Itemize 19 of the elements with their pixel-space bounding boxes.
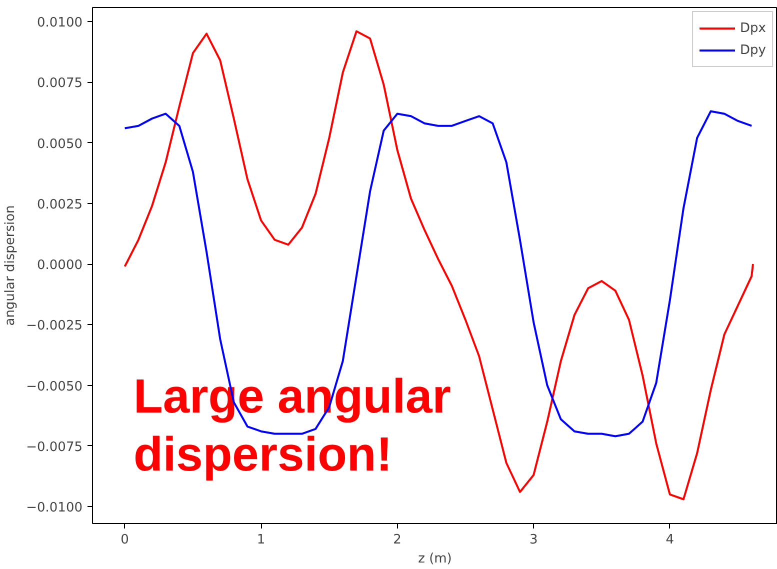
- y-tick-label: 0.0000: [37, 258, 83, 274]
- y-tick-label: 0.0075: [37, 76, 83, 92]
- y-tick-label: 0.0100: [37, 16, 83, 31]
- x-tick-label: 3: [529, 532, 538, 548]
- y-tick-label: −0.0025: [26, 318, 83, 334]
- y-tick-label: −0.0050: [26, 379, 83, 394]
- x-tick-label: 0: [120, 532, 129, 548]
- legend-label: Dpy: [740, 42, 766, 58]
- legend-label: Dpx: [740, 20, 766, 36]
- y-tick-label: −0.0075: [26, 440, 83, 455]
- line-series: [124, 110, 753, 438]
- y-axis-title: angular dispersion: [3, 205, 18, 326]
- x-tick-label: 2: [393, 532, 402, 548]
- x-axis-title: z (m): [418, 552, 452, 566]
- x-tick-label: 4: [666, 532, 674, 548]
- y-tick-label: 0.0050: [37, 136, 83, 152]
- y-tick-label: 0.0025: [37, 197, 83, 212]
- y-tick-label: −0.0100: [26, 500, 83, 516]
- x-tick-label: 1: [256, 532, 266, 548]
